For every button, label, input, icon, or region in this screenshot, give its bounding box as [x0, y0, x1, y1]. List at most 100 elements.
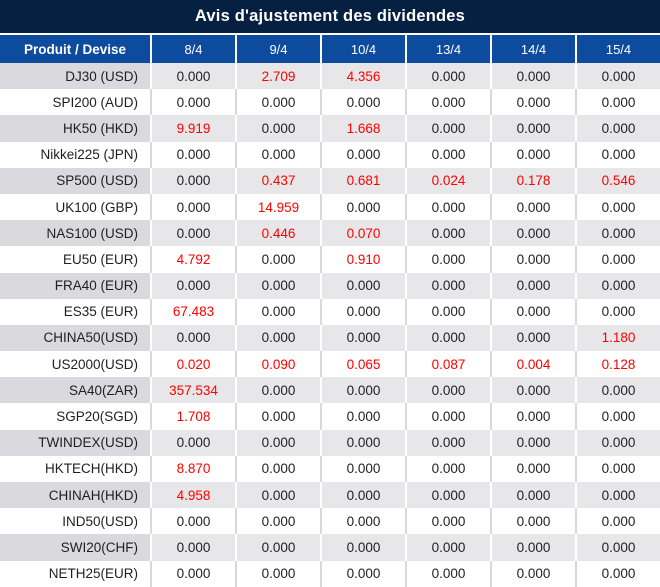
product-cell: FRA40 (EUR) — [0, 272, 150, 299]
value-cell: 0.065 — [320, 351, 405, 378]
value-cell: 0.000 — [235, 534, 320, 561]
table-row: US2000(USD) 0.020 0.090 0.065 0.087 0.004 0.12… — [0, 351, 660, 378]
value-cell: 2.709 — [235, 63, 320, 90]
value-cell: 14.959 — [235, 193, 320, 221]
value-cell: 0.000 — [320, 141, 405, 168]
value-cell: 0.000 — [405, 324, 490, 352]
value-cell: 0.000 — [235, 429, 320, 456]
value-cell: 0.000 — [490, 246, 575, 273]
product-cell: SP500 (USD) — [0, 167, 150, 194]
value-cell: 0.000 — [490, 403, 575, 430]
value-cell: 0.000 — [575, 482, 660, 509]
value-cell: 1.708 — [150, 403, 235, 430]
table-header-row: Produit / Devise 8/4 9/4 10/4 13/4 14/4 … — [0, 33, 660, 63]
value-cell: 0.000 — [490, 534, 575, 561]
product-cell: SGP20(SGD) — [56, 409, 138, 425]
table-row: Nikkei225 (JPN) 0.000 0.000 0.000 0.000 0.000… — [0, 141, 660, 168]
value-cell: 0.000 — [235, 141, 320, 168]
value-cell: 0.000 — [320, 508, 405, 535]
value-cell: 0.000 — [235, 115, 320, 142]
table-row: UK100 (GBP) 0.000 14.959 0.000 0.000 0.000 0.0… — [0, 193, 660, 221]
column-header-product: Produit / Devise — [23, 41, 127, 57]
value-cell: 0.087 — [405, 351, 490, 378]
value-cell: 0.000 — [575, 63, 660, 90]
product-cell: ES35 (EUR) — [63, 304, 138, 320]
value-cell: 0.000 — [490, 141, 575, 168]
value-cell: 0.000 — [575, 429, 660, 456]
product-cell: SPI200 (AUD) — [52, 94, 138, 110]
value-cell: 0.000 — [405, 193, 490, 221]
value-cell: 0.020 — [150, 351, 235, 378]
value-cell: 0.000 — [490, 482, 575, 509]
value-cell: 0.000 — [490, 324, 575, 352]
value-cell: 0.000 — [405, 63, 490, 90]
value-cell: 0.000 — [575, 272, 660, 299]
product-cell: EU50 (EUR) — [62, 251, 138, 267]
value-cell: 0.546 — [575, 167, 660, 194]
product-cell: IND50(USD) — [62, 513, 138, 529]
value-cell: 1.668 — [320, 115, 405, 142]
value-cell: 0.000 — [405, 141, 490, 168]
value-cell: 0.000 — [575, 560, 660, 587]
value-cell: 0.000 — [150, 534, 235, 561]
value-cell: 0.024 — [405, 167, 490, 194]
value-cell: 0.000 — [405, 482, 490, 509]
value-cell: 1.180 — [575, 324, 660, 352]
table-row: EU50 (EUR) 4.792 0.000 0.910 0.000 0.000 0.000 — [0, 246, 660, 273]
value-cell: 0.000 — [320, 377, 405, 404]
product-cell: CHINAH(HKD) — [0, 482, 150, 509]
value-cell: 0.178 — [490, 167, 575, 194]
value-cell: 0.000 — [575, 455, 660, 482]
value-cell: 0.000 — [150, 167, 235, 194]
value-cell: 0.000 — [320, 89, 405, 116]
value-cell: 0.000 — [235, 560, 320, 587]
value-cell: 0.000 — [150, 272, 235, 299]
value-cell: 0.090 — [235, 351, 320, 378]
value-cell: 0.000 — [235, 508, 320, 535]
value-cell: 0.000 — [490, 272, 575, 299]
value-cell: 0.000 — [405, 115, 490, 142]
column-header-date-6: 15/4 — [575, 35, 660, 63]
value-cell: 0.000 — [575, 377, 660, 404]
value-cell: 0.000 — [150, 89, 235, 116]
table-row: HK50 (HKD) 9.919 0.000 1.668 0.000 0.000 0.000 — [0, 115, 660, 142]
value-cell: 4.958 — [150, 482, 235, 509]
table-row: NETH25(EUR) 0.000 0.000 0.000 0.000 0.000 0.00… — [0, 560, 660, 587]
value-cell: 0.000 — [235, 89, 320, 116]
value-cell: 0.000 — [150, 141, 235, 168]
value-cell: 0.000 — [235, 298, 320, 325]
value-cell: 0.128 — [575, 351, 660, 378]
value-cell: 0.000 — [490, 560, 575, 587]
table-row: IND50(USD) 0.000 0.000 0.000 0.000 0.000 0.000 — [0, 508, 660, 535]
product-cell: Nikkei225 (JPN) — [40, 147, 138, 163]
table-row: CHINAH(HKD) 4.958 0.000 0.000 0.000 0.000 0.00… — [0, 482, 660, 509]
value-cell: 0.000 — [490, 429, 575, 456]
value-cell: 0.000 — [235, 403, 320, 430]
table-title: Avis d'ajustement des dividendes — [0, 0, 660, 33]
value-cell: 0.437 — [235, 167, 320, 194]
value-cell: 0.000 — [150, 63, 235, 90]
table-row: CHINA50(USD) 0.000 0.000 0.000 0.000 0.000 1.1… — [0, 324, 660, 352]
value-cell: 0.000 — [490, 298, 575, 325]
product-cell: CHINA50(USD) — [0, 324, 150, 352]
value-cell: 0.000 — [235, 455, 320, 482]
value-cell: 0.910 — [320, 246, 405, 273]
value-cell: 0.004 — [490, 351, 575, 378]
table-row: SA40(ZAR) 357.534 0.000 0.000 0.000 0.000 0.00… — [0, 377, 660, 404]
value-cell: 0.000 — [490, 508, 575, 535]
value-cell: 0.000 — [150, 193, 235, 221]
product-cell: HKTECH(HKD) — [45, 461, 138, 477]
value-cell: 0.000 — [405, 403, 490, 430]
value-cell: 0.000 — [405, 272, 490, 299]
column-header-date-4: 13/4 — [405, 35, 490, 63]
value-cell: 0.446 — [235, 220, 320, 247]
value-cell: 0.000 — [575, 403, 660, 430]
value-cell: 0.000 — [405, 377, 490, 404]
value-cell: 4.356 — [320, 63, 405, 90]
value-cell: 0.000 — [405, 560, 490, 587]
table-row: ES35 (EUR) 67.483 0.000 0.000 0.000 0.000 0.00… — [0, 298, 660, 325]
value-cell: 0.000 — [320, 429, 405, 456]
value-cell: 0.000 — [405, 298, 490, 325]
product-cell: NAS100 (USD) — [0, 220, 150, 247]
value-cell: 0.000 — [150, 324, 235, 352]
